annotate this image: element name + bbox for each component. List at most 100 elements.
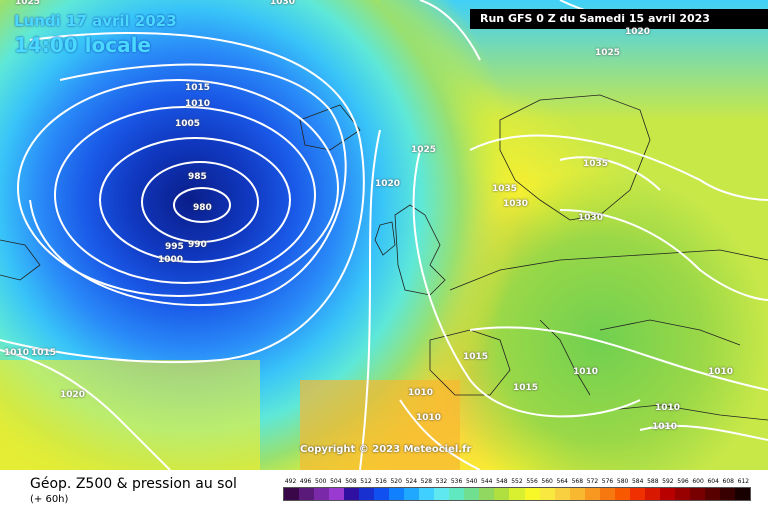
legend-swatch (434, 488, 450, 500)
legend-swatch (479, 488, 495, 500)
legend-swatch (284, 488, 300, 500)
isobar-label: 1025 (411, 145, 437, 155)
isobar-label: 1010 (652, 422, 678, 432)
legend-value: 492 (284, 478, 297, 485)
isobar-label: 1025 (15, 0, 41, 7)
legend-swatch (644, 488, 660, 500)
weather-map: Lundi 17 avril 2023 14:00 locale Run GFS… (0, 0, 768, 470)
legend-swatch (659, 488, 675, 500)
isobar-label: 1030 (503, 199, 529, 209)
legend-swatch (599, 488, 615, 500)
legend-swatch (419, 488, 435, 500)
legend-swatch (569, 488, 585, 500)
legend-value: 544 (481, 478, 493, 485)
legend-value: 540 (465, 478, 478, 485)
isobar-label: 995 (165, 242, 184, 252)
isobar-label: 1015 (513, 383, 539, 393)
legend-value: 572 (586, 478, 599, 485)
forecast-offset: (+ 60h) (30, 494, 69, 505)
isobar-label: 990 (188, 240, 207, 250)
legend-value: 564 (556, 478, 568, 485)
isobar-label: 1020 (60, 390, 86, 400)
product-title: Géop. Z500 & pression au sol (30, 476, 237, 492)
legend-value: 508 (345, 478, 357, 485)
legend-value: 612 (737, 478, 750, 485)
legend-swatch (464, 488, 480, 500)
legend-swatch (584, 488, 600, 500)
legend-value: 504 (330, 478, 342, 485)
legend-value: 528 (420, 478, 433, 485)
legend-swatch (614, 488, 630, 500)
isobar-label: 1010 (408, 388, 434, 398)
legend-swatch (359, 488, 375, 500)
legend-swatch (344, 488, 360, 500)
legend-value: 596 (677, 478, 689, 485)
legend-swatch (674, 488, 690, 500)
isobar-label: 1015 (31, 348, 57, 358)
legend-value: 608 (722, 478, 734, 485)
legend-value: 552 (511, 478, 523, 485)
legend-value: 580 (616, 478, 629, 485)
legend-value: 556 (526, 478, 538, 485)
legend-value: 548 (496, 478, 508, 485)
legend-swatch (689, 488, 705, 500)
legend-swatch (734, 488, 750, 500)
legend-value: 532 (435, 478, 448, 485)
isobar-label: 1005 (175, 119, 201, 129)
legend-swatch (719, 488, 735, 500)
legend-swatch (539, 488, 555, 500)
isobar-label: 985 (188, 172, 207, 182)
isobar-label: 1030 (578, 213, 604, 223)
legend-swatch (524, 488, 540, 500)
legend-value: 604 (707, 478, 719, 485)
legend-value: 512 (360, 478, 372, 485)
isobar-label: 1010 (185, 99, 211, 109)
legend-value: 592 (662, 478, 674, 485)
isobar-label: 1035 (583, 159, 609, 169)
isobar-label: 1025 (595, 48, 621, 58)
isobar-label: 1030 (270, 0, 296, 7)
color-scale-legend: 492 496 500 504 508 512 516 520 524 528 532 536 540 5… (283, 478, 751, 501)
footer: Géop. Z500 & pression au sol (+ 60h) 492… (0, 470, 768, 512)
legend-swatch (704, 488, 720, 500)
isobar-label: 1010 (573, 367, 599, 377)
legend-value: 600 (692, 478, 704, 485)
legend-swatches (283, 487, 751, 501)
legend-swatch (494, 488, 510, 500)
isobar-label: 1020 (375, 179, 401, 189)
isobar-label: 1015 (185, 83, 211, 93)
legend-value: 560 (541, 478, 553, 485)
legend-labels: 492 496 500 504 508 512 516 520 524 528 532 536 540 5… (283, 478, 751, 485)
legend-value: 500 (315, 478, 327, 485)
forecast-date: Lundi 17 avril 2023 (14, 12, 177, 30)
isobar-label: 1035 (492, 184, 518, 194)
isobar-label: 1010 (416, 413, 442, 423)
legend-value: 584 (631, 478, 644, 485)
legend-swatch (509, 488, 525, 500)
legend-swatch (449, 488, 465, 500)
legend-value: 576 (601, 478, 614, 485)
isobar-label: 1010 (4, 348, 30, 358)
isobar-label: 1010 (655, 403, 681, 413)
legend-swatch (374, 488, 390, 500)
legend-value: 520 (390, 478, 402, 485)
legend-value: 516 (375, 478, 387, 485)
legend-value: 524 (405, 478, 418, 485)
legend-swatch (404, 488, 420, 500)
legend-swatch (389, 488, 405, 500)
legend-swatch (629, 488, 645, 500)
legend-value: 568 (571, 478, 584, 485)
forecast-time: 14:00 locale (14, 33, 151, 57)
isobar-label: 1015 (463, 352, 489, 362)
isobar-label: 1000 (158, 255, 184, 265)
run-info-banner: Run GFS 0 Z du Samedi 15 avril 2023 (470, 9, 768, 29)
legend-value: 536 (450, 478, 463, 485)
legend-swatch (329, 488, 345, 500)
isobars (0, 0, 768, 470)
legend-value: 496 (299, 478, 312, 485)
copyright-notice: Copyright © 2023 Meteociel.fr (300, 444, 472, 455)
low-center-label: 980 (193, 203, 212, 213)
legend-value: 588 (647, 478, 659, 485)
legend-swatch (554, 488, 570, 500)
legend-swatch (314, 488, 330, 500)
